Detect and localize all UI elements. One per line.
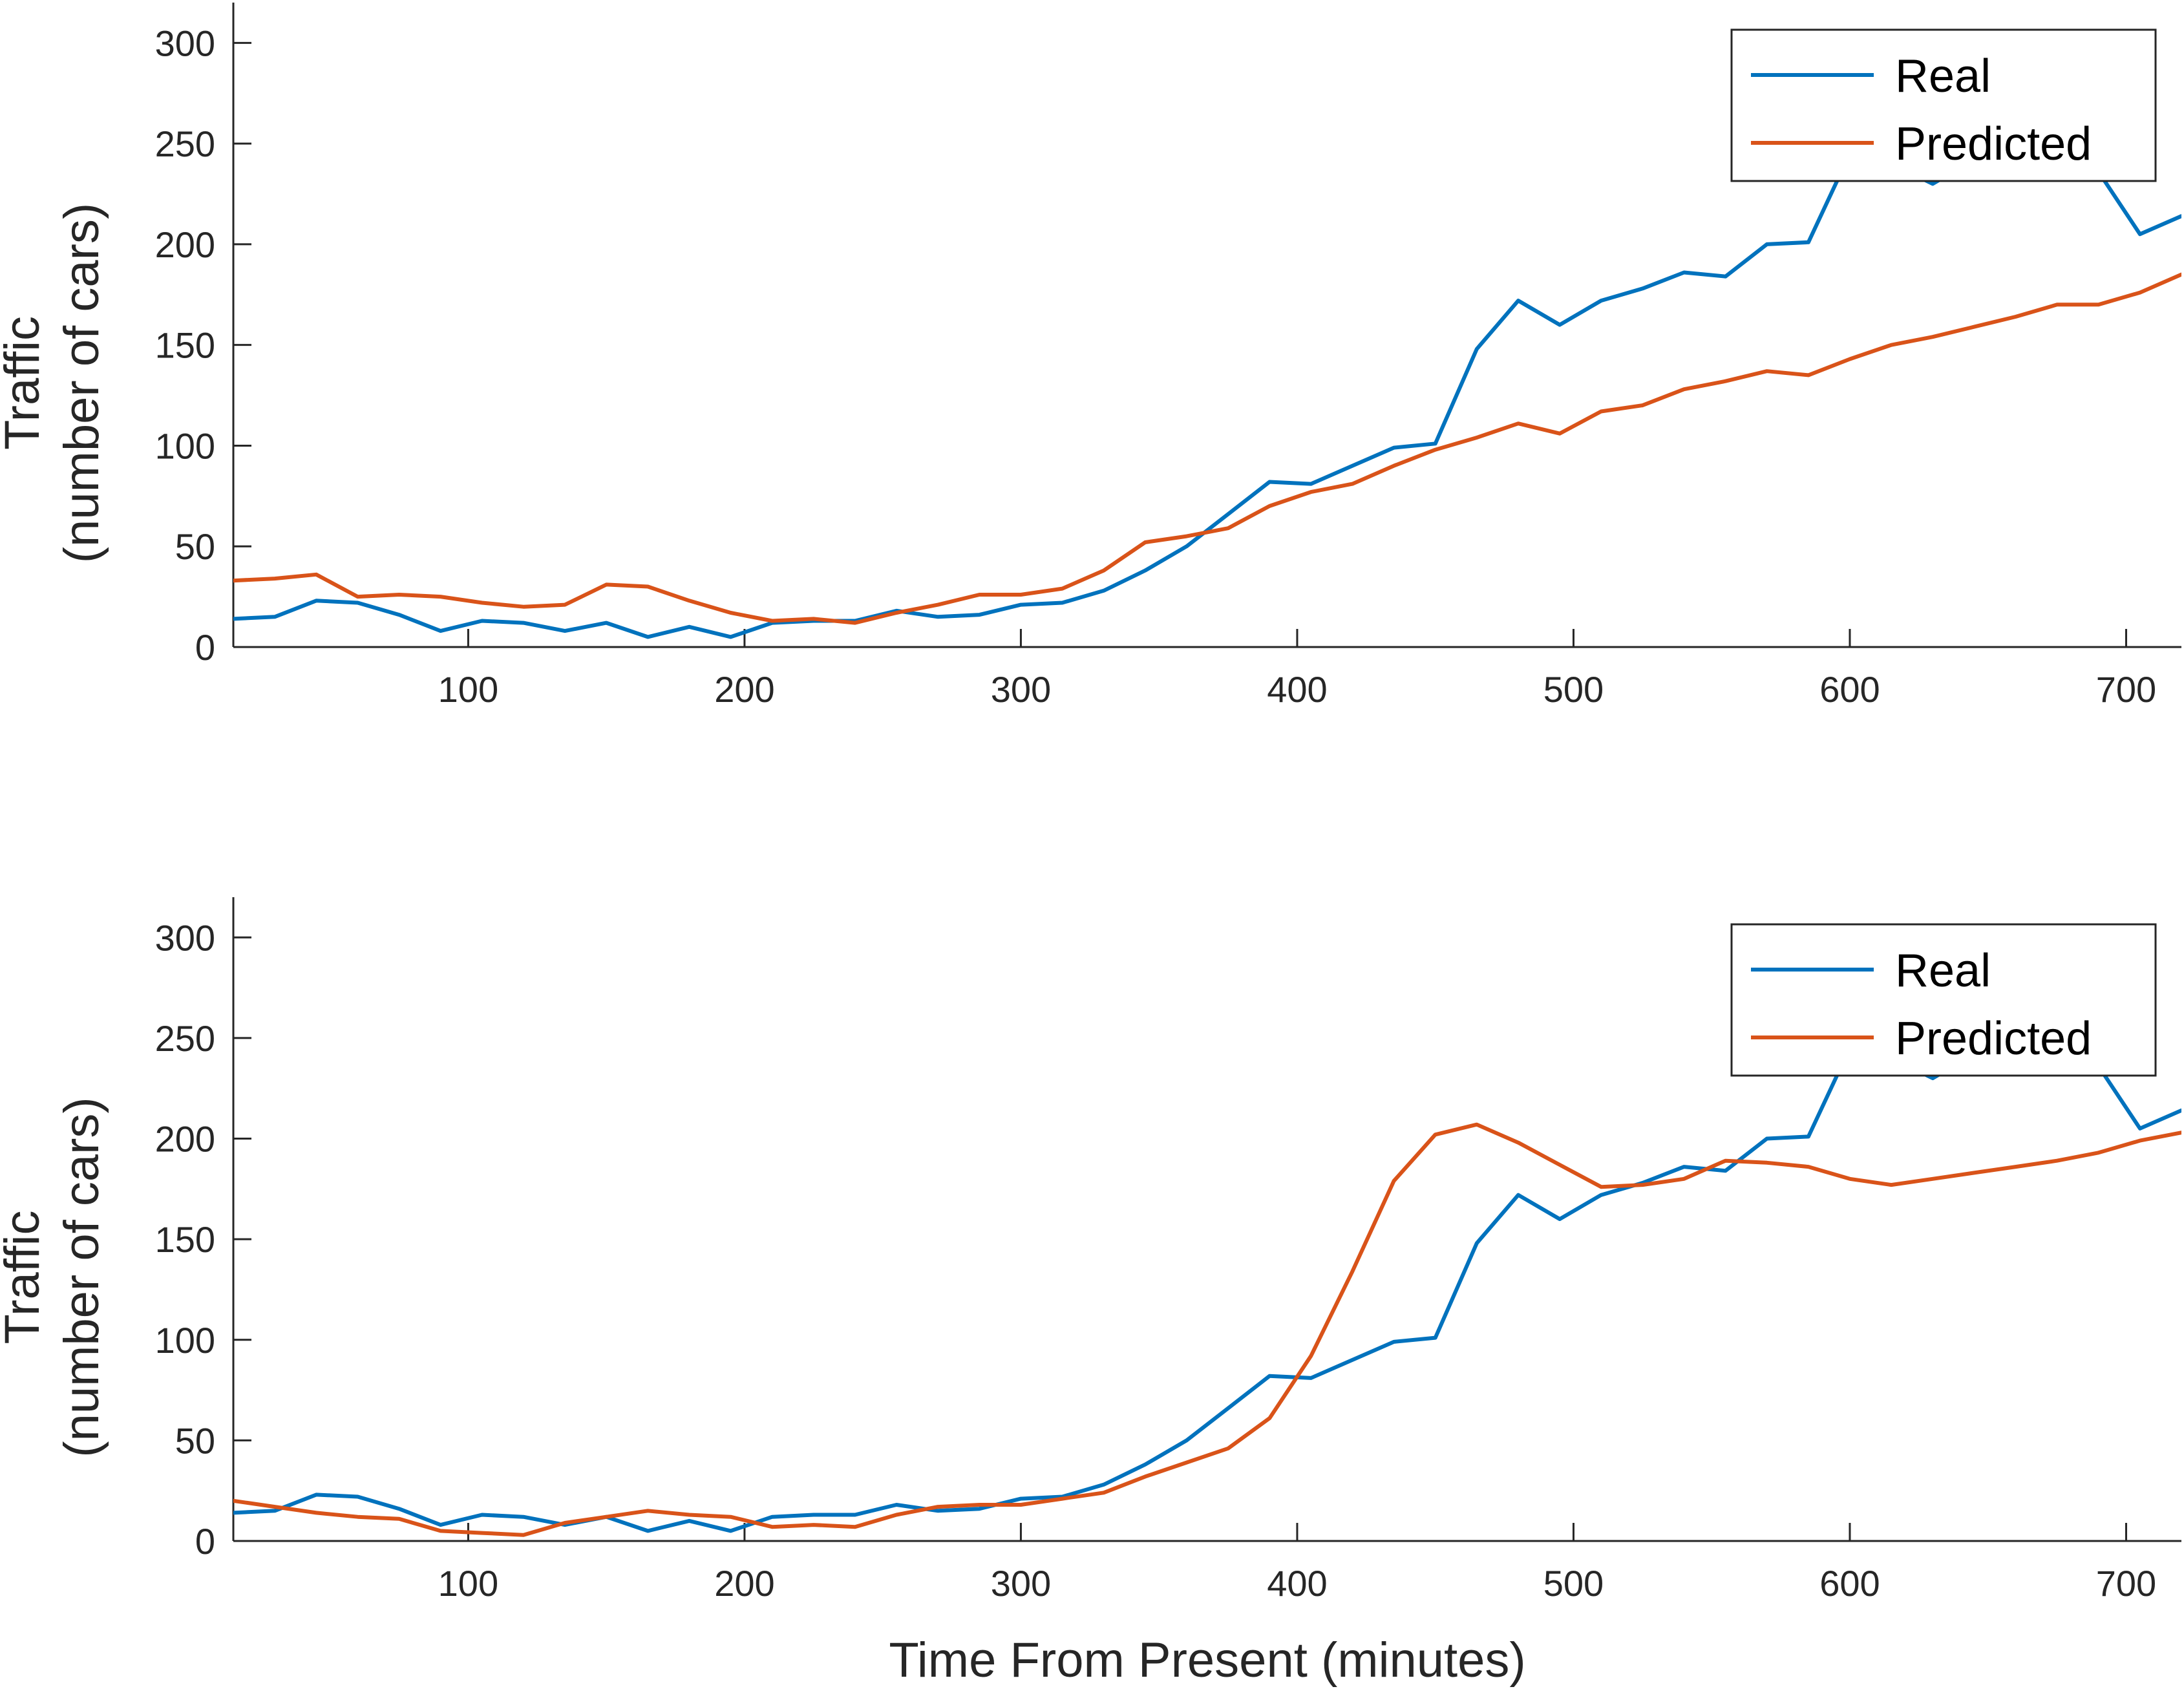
x-tick-label: 500 [1543, 669, 1604, 710]
y-tick-label: 0 [195, 1521, 215, 1562]
x-tick-label: 300 [991, 1563, 1051, 1604]
series-line-real [233, 142, 2181, 639]
x-tick-label: 100 [438, 669, 498, 710]
x-tick-label: 300 [991, 669, 1051, 710]
y-tick-label: 100 [155, 425, 215, 466]
y-axis-label-line: Traffic [0, 1211, 50, 1344]
x-tick-label: 100 [438, 1563, 498, 1604]
legend-box [1730, 923, 2157, 1077]
x-tick-label: 400 [1267, 669, 1327, 710]
y-tick-label: 200 [155, 1119, 215, 1160]
x-axis-label: Time From Present (minutes) [889, 1633, 1525, 1688]
x-tick-label: 600 [1819, 1563, 1880, 1604]
y-tick-label: 250 [155, 1018, 215, 1059]
x-tick-label: 700 [2096, 669, 2156, 710]
series-line-predicted [233, 1122, 2181, 1537]
y-tick-label: 200 [155, 224, 215, 265]
y-axis-label-line: Traffic [0, 316, 50, 450]
y-tick-label: 300 [155, 23, 215, 63]
top-chart-panel: 0 50 100 150 200 250 300 100 200 300 400 500 600 700 T… [0, 3, 2181, 710]
legend-entry: Predicted [1895, 1013, 2092, 1065]
y-axis-label-line: (number of cars) [54, 203, 109, 564]
legend-entry: Real [1895, 50, 1991, 102]
y-axis-label-line: (number of cars) [54, 1097, 109, 1458]
legend-entry: Predicted [1895, 118, 2092, 170]
y-tick-label: 150 [155, 325, 215, 366]
y-tick-label: 300 [155, 917, 215, 958]
x-tick-label: 600 [1819, 669, 1880, 710]
y-axis-label: Traffic(number of cars) [0, 203, 109, 564]
plot-area [233, 142, 2181, 639]
y-axis-label: Traffic(number of cars) [0, 1097, 109, 1458]
y-tick-label: 250 [155, 123, 215, 164]
y-tick-label: 150 [155, 1219, 215, 1260]
x-tick-label: 200 [714, 1563, 774, 1604]
x-tick-label: 200 [714, 669, 774, 710]
x-tick-label: 400 [1267, 1563, 1327, 1604]
y-tick-label: 50 [175, 1420, 215, 1461]
legend-entry: Real [1895, 945, 1991, 997]
plot-area [233, 1036, 2181, 1537]
series-line-predicted [233, 272, 2181, 625]
y-tick-label: 50 [175, 526, 215, 567]
legend-box [1730, 28, 2157, 182]
legend: Real Predicted [1730, 28, 2157, 182]
legend: Real Predicted [1730, 923, 2157, 1077]
y-tick-label: 100 [155, 1320, 215, 1361]
x-tick-label: 700 [2096, 1563, 2156, 1604]
bottom-chart-panel: 0 50 100 150 200 250 300 100 200 300 400 500 600 700 T… [0, 897, 2181, 1688]
x-tick-label: 500 [1543, 1563, 1604, 1604]
y-tick-label: 0 [195, 627, 215, 668]
